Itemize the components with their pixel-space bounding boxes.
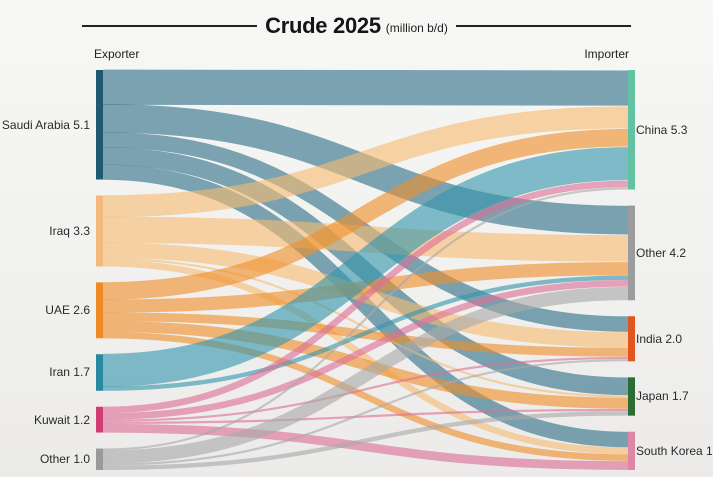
exporter-node-saudi-arabia — [96, 70, 103, 180]
flow-other-to-japan — [102, 411, 629, 471]
exporter-node-uae — [96, 282, 103, 339]
exporter-label-iran: Iran 1.7 — [49, 365, 90, 380]
importer-label-south-korea: South Korea 1.7 — [636, 443, 713, 458]
flow-iraq-to-south-korea — [102, 259, 629, 455]
importer-heading: Importer — [584, 47, 629, 61]
importer-label-other: Other 4.2 — [636, 245, 687, 260]
chart-unit: (million b/d) — [385, 21, 448, 35]
flow-iraq-to-other — [102, 216, 629, 262]
sankey-links — [102, 69, 629, 471]
flow-other-to-other — [102, 286, 629, 464]
chart-title: Crude 2025 — [265, 13, 381, 38]
sankey-nodes — [96, 70, 635, 470]
exporter-node-iraq — [96, 195, 103, 267]
flow-saudi-arabia-to-south-korea — [102, 164, 629, 448]
exporter-heading: Exporter — [94, 47, 140, 61]
flow-kuwait-to-china — [102, 180, 629, 414]
exporter-label-uae: UAE 2.6 — [45, 303, 90, 318]
flow-uae-to-japan — [102, 320, 629, 409]
title-bar: Crude 2025 (million b/d) — [0, 12, 713, 40]
title-rule-left — [82, 25, 258, 27]
flow-uae-to-china — [102, 128, 629, 300]
importer-node-japan — [628, 377, 635, 416]
flow-saudi-arabia-to-china — [102, 69, 629, 106]
exporter-label-saudi-arabia: Saudi Arabia 5.1 — [1, 117, 90, 132]
importer-node-china — [628, 70, 635, 190]
exporter-label-other: Other 1.0 — [39, 452, 90, 467]
flow-kuwait-to-japan — [102, 408, 629, 424]
exporter-node-kuwait — [96, 406, 103, 433]
exporter-label-iraq: Iraq 3.3 — [49, 223, 90, 238]
importer-node-india — [628, 316, 635, 362]
exporter-node-other — [96, 448, 103, 470]
flow-iran-to-other — [102, 275, 629, 391]
exporter-label-kuwait: Kuwait 1.2 — [33, 412, 90, 427]
importer-label-china: China 5.3 — [636, 122, 688, 137]
importer-node-south-korea — [628, 431, 635, 470]
flow-kuwait-to-south-korea — [102, 423, 629, 470]
flow-kuwait-to-other — [102, 280, 629, 420]
flow-kuwait-to-india — [102, 356, 629, 422]
flow-iran-to-china — [102, 147, 629, 387]
title-rule-right — [455, 25, 631, 27]
flow-iraq-to-japan — [102, 257, 629, 398]
flow-uae-to-south-korea — [102, 331, 629, 461]
flow-iraq-to-china — [102, 106, 629, 218]
importer-label-japan: Japan 1.7 — [636, 389, 689, 404]
flow-other-to-china — [102, 187, 629, 451]
exporter-node-iran — [96, 354, 103, 391]
importer-label-india: India 2.0 — [636, 331, 683, 346]
importer-node-other — [628, 205, 635, 301]
flow-other-to-india — [102, 359, 629, 466]
